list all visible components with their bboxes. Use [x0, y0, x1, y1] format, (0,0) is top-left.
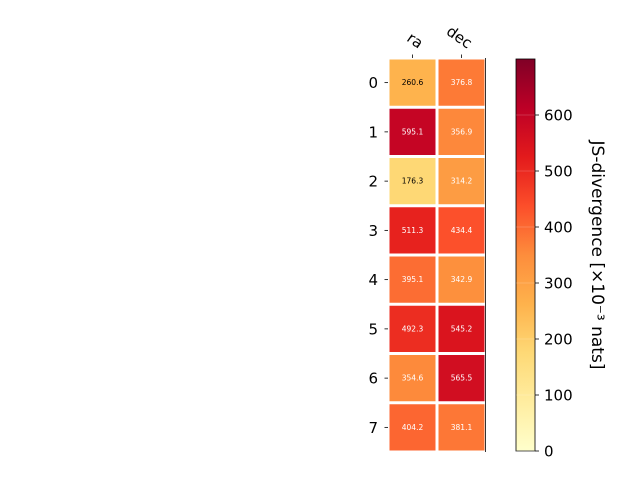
- heatmap-cell-r0-dec: [438, 59, 485, 106]
- cell-value-label: 376.8: [451, 78, 473, 87]
- colorbar-tick-label: 0: [544, 443, 554, 461]
- heatmap-cell-r5-ra: [389, 305, 436, 352]
- heatmap-cell-r4-ra: [389, 256, 436, 303]
- row-label-3: 3: [368, 222, 378, 240]
- colorbar-label: JS-divergence [×10⁻³ nats]: [587, 140, 607, 370]
- heatmap-cell-r7-dec: [438, 404, 485, 451]
- row-label-0: 0: [368, 74, 378, 92]
- colorbar-tick-label: 600: [544, 107, 573, 125]
- heatmap-cell-r7-ra: [389, 404, 436, 451]
- heatmap-cell-r0-ra: [389, 59, 436, 106]
- cell-value-label: 260.6: [402, 78, 424, 87]
- cell-value-label: 176.3: [402, 177, 424, 186]
- row-label-7: 7: [368, 419, 378, 437]
- cell-value-label: 395.1: [402, 275, 424, 284]
- heatmap-cell-r6-dec: [438, 355, 485, 402]
- colorbar-tick-label: 300: [544, 275, 573, 293]
- row-label-1: 1: [368, 123, 378, 141]
- heatmap-cell-r2-dec: [438, 158, 485, 205]
- cell-value-label: 314.2: [451, 177, 473, 186]
- cell-value-label: 492.3: [402, 324, 424, 333]
- heatmap-cell-r4-dec: [438, 256, 485, 303]
- cell-value-label: 595.1: [402, 127, 424, 136]
- colorbar-tick-label: 400: [544, 219, 573, 237]
- heatmap-cell-r1-ra: [389, 108, 436, 155]
- column-label-ra: ra: [404, 29, 427, 53]
- colorbar-gradient-bar: [515, 58, 536, 452]
- row-label-4: 4: [368, 271, 378, 289]
- cell-value-label: 356.9: [451, 127, 473, 136]
- heatmap-plot: 260.6 376.8 595.1 356.9 176.3 314.2 511.3 434.4…: [368, 22, 486, 452]
- row-label-6: 6: [368, 370, 378, 388]
- colorbar-tick-label: 100: [544, 387, 573, 405]
- cell-value-label: 404.2: [402, 423, 424, 432]
- cell-value-label: 511.3: [402, 226, 424, 235]
- heatmap-cell-r1-dec: [438, 108, 485, 155]
- cell-value-label: 354.6: [402, 374, 424, 383]
- cell-value-label: 565.5: [451, 374, 473, 383]
- row-label-5: 5: [368, 320, 378, 338]
- colorbar-tick-label: 500: [544, 163, 573, 181]
- column-label-dec: dec: [443, 22, 475, 52]
- cell-value-label: 545.2: [451, 324, 473, 333]
- cell-value-label: 342.9: [451, 275, 473, 284]
- colorbar: 0 100 200 300 400 500 600 JS-divergence [×10⁻³ …: [515, 58, 607, 461]
- heatmap-cell-r2-ra: [389, 158, 436, 205]
- heatmap-cell-r3-dec: [438, 207, 485, 254]
- cell-value-label: 434.4: [451, 226, 473, 235]
- colorbar-tick-label: 200: [544, 331, 573, 349]
- heatmap-cell-r5-dec: [438, 305, 485, 352]
- heatmap-cell-r6-ra: [389, 355, 436, 402]
- cell-value-label: 381.1: [451, 423, 473, 432]
- heatmap-cell-r3-ra: [389, 207, 436, 254]
- row-label-2: 2: [368, 173, 378, 191]
